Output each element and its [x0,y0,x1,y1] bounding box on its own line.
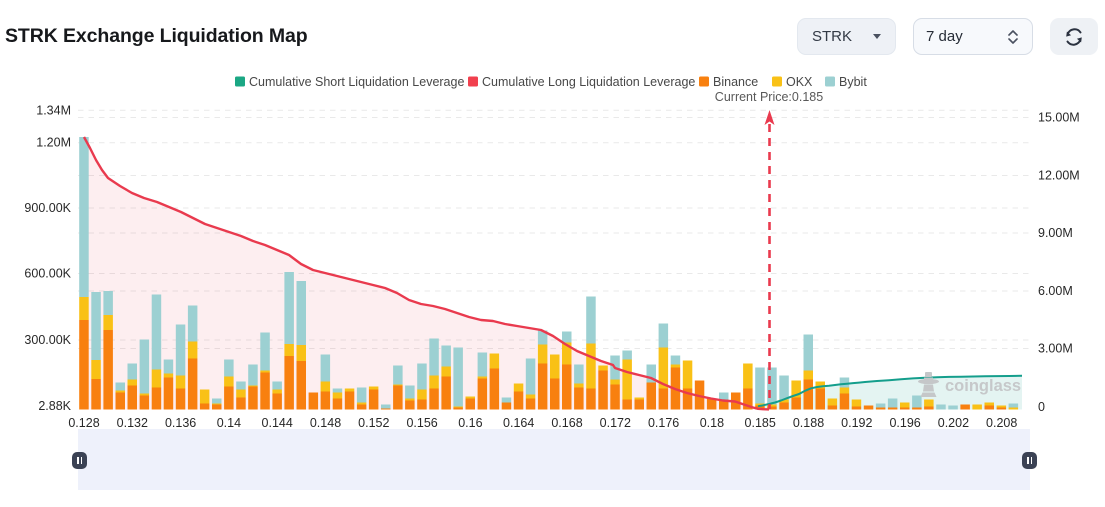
svg-text:0: 0 [1038,400,1045,414]
svg-text:Cumulative Short Liquidation L: Cumulative Short Liquidation Leverage [249,75,464,89]
svg-text:0.16: 0.16 [458,416,482,430]
svg-text:0.14: 0.14 [217,416,241,430]
svg-text:0.18: 0.18 [700,416,724,430]
svg-text:300.00K: 300.00K [24,333,71,347]
svg-text:0.188: 0.188 [793,416,824,430]
svg-text:0.196: 0.196 [889,416,920,430]
svg-text:0.144: 0.144 [262,416,293,430]
svg-text:Cumulative Long Liquidation Le: Cumulative Long Liquidation Leverage [482,75,695,89]
svg-text:0.168: 0.168 [551,416,582,430]
svg-text:coinglass: coinglass [945,377,1021,395]
svg-text:OKX: OKX [786,75,813,89]
svg-text:0.152: 0.152 [358,416,389,430]
svg-text:2.88K: 2.88K [38,399,71,413]
svg-text:3.00M: 3.00M [1038,342,1073,356]
svg-text:9.00M: 9.00M [1038,226,1073,240]
svg-text:0.176: 0.176 [648,416,679,430]
svg-text:0.202: 0.202 [938,416,969,430]
svg-text:6.00M: 6.00M [1038,284,1073,298]
svg-text:0.132: 0.132 [117,416,148,430]
svg-text:0.148: 0.148 [310,416,341,430]
svg-text:Binance: Binance [713,75,758,89]
svg-text:0.172: 0.172 [600,416,631,430]
svg-text:1.34M: 1.34M [36,103,71,117]
svg-text:0.156: 0.156 [406,416,437,430]
svg-text:0.185: 0.185 [745,416,776,430]
svg-text:900.00K: 900.00K [24,201,71,215]
svg-text:Bybit: Bybit [839,75,867,89]
svg-text:0.192: 0.192 [841,416,872,430]
svg-text:1.20M: 1.20M [36,136,71,150]
svg-text:0.164: 0.164 [503,416,534,430]
svg-text:0.136: 0.136 [165,416,196,430]
svg-text:0.208: 0.208 [986,416,1017,430]
svg-text:0.128: 0.128 [68,416,99,430]
svg-text:600.00K: 600.00K [24,267,71,281]
svg-text:15.00M: 15.00M [1038,111,1080,125]
svg-text:12.00M: 12.00M [1038,169,1080,183]
svg-text:Current Price:0.185: Current Price:0.185 [715,90,823,104]
